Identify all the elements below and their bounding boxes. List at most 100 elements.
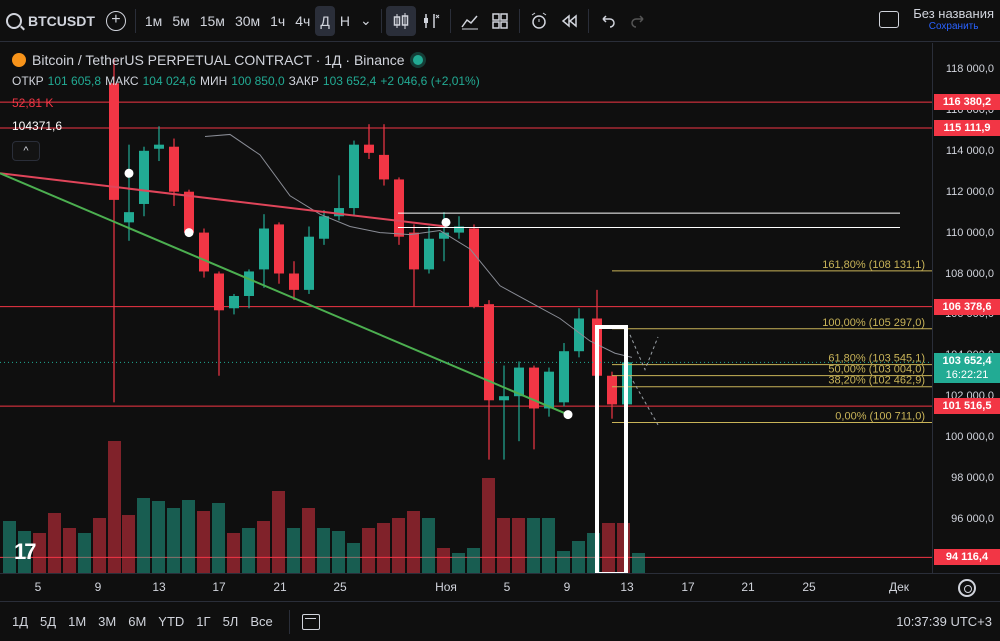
settings-gear-icon[interactable] [958,579,976,597]
range-3m[interactable]: 3М [98,614,117,629]
symbol-search-button[interactable]: BTCUSDT [0,6,101,36]
candle-body-30 [559,351,569,403]
candle-body-9 [244,271,254,296]
volume-bar-41 [617,523,630,573]
candle-body-28 [529,367,539,409]
candle-body-16 [349,144,359,209]
time-tick: 13 [152,580,166,594]
time-axis[interactable]: 5 9 13 17 21 25 Ноя 5 9 13 17 21 25 Дек [0,573,1000,601]
range-1m[interactable]: 1М [68,614,87,629]
volume-bar-33 [497,518,510,573]
ma-value: 104371,6 [12,119,63,133]
redo-icon [630,14,644,28]
volume-bar-6 [93,518,106,573]
save-status[interactable]: Сохранить [928,21,979,32]
candle-body-8 [229,295,239,309]
tf-15m[interactable]: 15м [199,12,225,29]
tf-week[interactable]: Н [339,12,350,29]
symbol-label: BTCUSDT [28,12,95,29]
projection-up [629,334,659,371]
redo-button[interactable] [623,6,653,36]
layout-name: Без названия [913,6,994,21]
tf-1h[interactable]: 1ч [270,12,286,29]
volume-bar-12 [182,500,195,573]
tf-4h[interactable]: 4ч [295,12,311,29]
anchor-point-0 [124,168,134,178]
change-value: +2 046,6 (+2,01%) [380,74,480,88]
volume-bar-31 [467,548,480,573]
price-level-badge: 101 516,5 [934,398,1000,415]
volume-bar-18 [272,491,285,573]
range-5y[interactable]: 5Л [222,614,239,629]
undo-button[interactable] [593,6,623,36]
candles-chart-type-button[interactable] [385,5,416,36]
close-value: 103 652,4 [322,74,377,88]
range-6m[interactable]: 6М [128,614,147,629]
price-tick: 96 000,0 [951,512,994,525]
indicators-button[interactable] [416,6,446,36]
chevron-down-icon: ⌄ [359,12,372,28]
volume-bar-7 [108,441,121,573]
candle-body-33 [607,375,617,405]
tf-day[interactable]: Д [315,5,335,36]
replay-button[interactable] [554,6,584,36]
time-tick: 13 [620,580,634,594]
volume-bar-34 [512,518,525,573]
anchor-point-3 [563,410,573,420]
close-label: ЗАКР [288,74,319,88]
tf-30m[interactable]: 30м [234,12,261,29]
timeframe-dropdown[interactable]: ⌄ [355,6,377,36]
volume-bar-25 [377,523,390,573]
last-price-badge: 103 652,4 16:22:21 [934,353,1000,384]
clock[interactable]: 10:37:39 UTC+3 [896,614,992,629]
candle-body-0 [109,83,119,200]
candle-body-7 [214,273,224,311]
price-tick: 112 000,0 [945,185,994,198]
volume-bar-4 [63,528,76,573]
range-1d[interactable]: 1Д [12,614,29,629]
green-trendline [0,172,569,416]
low-value: 100 850,0 [231,74,285,88]
chart-pane[interactable]: 161,80% (108 131,1) 100,00% (105 297,0) 61… [0,43,1000,573]
volume-bar-24 [362,528,375,573]
layout-button[interactable] [485,6,515,36]
volume-bar-32 [482,478,495,573]
volume-value: 52,81 K [12,96,54,110]
candle-body-5 [184,191,194,233]
compare-button[interactable]: + [101,6,131,36]
candle-body-24 [469,228,479,307]
templates-button[interactable] [455,6,485,36]
collapse-legend-button[interactable]: ^ [12,141,40,161]
volume-bar-35 [527,518,540,573]
volume-bar-27 [407,511,420,573]
candle-body-10 [259,228,269,270]
candle-body-18 [379,154,389,180]
volume-bar-37 [557,551,570,573]
legend-title: Bitcoin / TetherUS PERPETUAL CONTRACT · … [32,52,405,68]
layout-name-button[interactable]: Без названия Сохранить [879,6,994,32]
tf-5m[interactable]: 5м [172,12,190,29]
range-5d[interactable]: 5Д [40,614,57,629]
candle-body-14 [319,216,329,239]
calendar-icon[interactable] [301,613,320,630]
volume-bar-42 [632,553,645,573]
range-all[interactable]: Все [250,614,273,629]
price-chart[interactable]: 161,80% (108 131,1) 100,00% (105 297,0) 61… [0,43,932,573]
range-ytd[interactable]: YTD [158,614,185,629]
price-tick: 118 000,0 [945,63,994,75]
candle-body-20 [409,232,419,270]
tf-1m[interactable]: 1м [144,12,163,29]
time-tick: 25 [333,580,347,594]
candle-body-17 [364,144,374,153]
range-1y[interactable]: 1Г [196,614,211,629]
time-tick: 21 [273,580,287,594]
projection-down [629,375,659,426]
open-label: ОТКР [12,74,44,88]
volume-bar-1 [18,531,31,573]
alert-button[interactable] [524,6,554,36]
volume-bar-38 [572,541,585,573]
time-tick: 9 [94,580,102,594]
high-value: 104 024,6 [142,74,196,88]
anchor-point-2 [441,217,451,227]
